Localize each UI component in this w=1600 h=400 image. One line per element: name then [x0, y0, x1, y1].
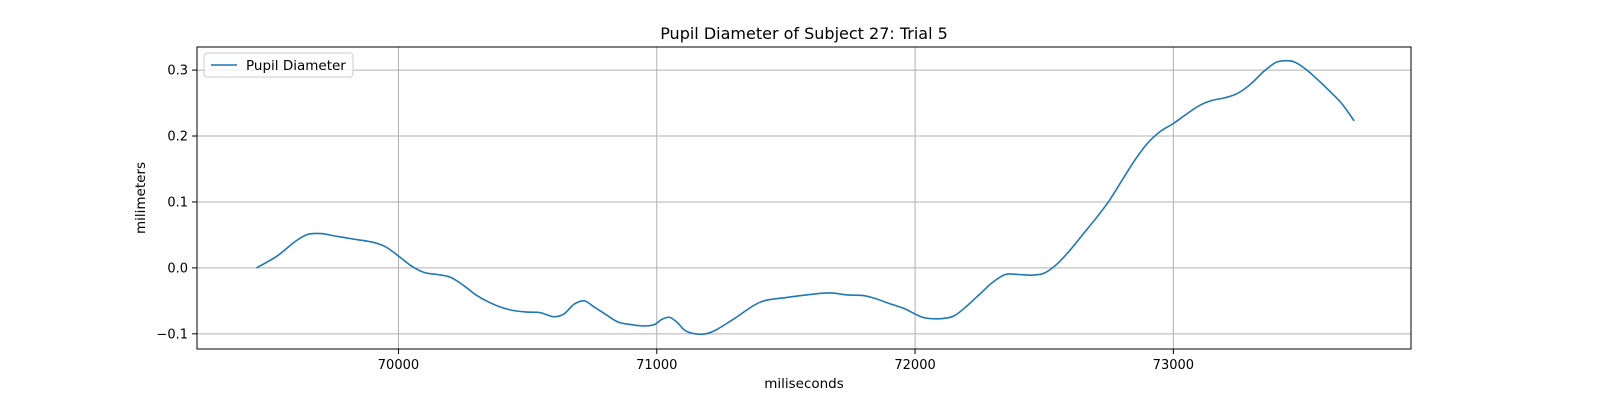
series-layer [256, 59, 1355, 336]
y-tick-label: 0.0 [167, 261, 188, 276]
legend: Pupil Diameter [203, 52, 354, 78]
y-axis: −0.1 0.0 0.1 0.2 0.3 [156, 64, 197, 342]
x-tick-label: 73000 [1153, 358, 1194, 373]
legend-label: Pupil Diameter [246, 58, 346, 74]
chart-title: Pupil Diameter of Subject 27: Trial 5 [660, 24, 948, 43]
x-tick-label: 72000 [894, 358, 935, 373]
x-axis: 70000 71000 72000 73000 [378, 349, 1194, 373]
y-tick-label: 0.2 [167, 130, 188, 145]
grid [197, 47, 1411, 349]
y-axis-title: milimeters [133, 162, 149, 234]
y-tick-label: −0.1 [156, 327, 188, 342]
x-axis-title: miliseconds [764, 376, 844, 392]
series-line-pupil-diameter [256, 59, 1355, 336]
x-tick-label: 71000 [636, 358, 677, 373]
y-tick-label: 0.1 [167, 195, 188, 210]
x-tick-label: 70000 [378, 358, 419, 373]
legend-box [203, 52, 354, 78]
plot-frame [196, 46, 1412, 350]
y-tick-label: 0.3 [167, 64, 188, 79]
